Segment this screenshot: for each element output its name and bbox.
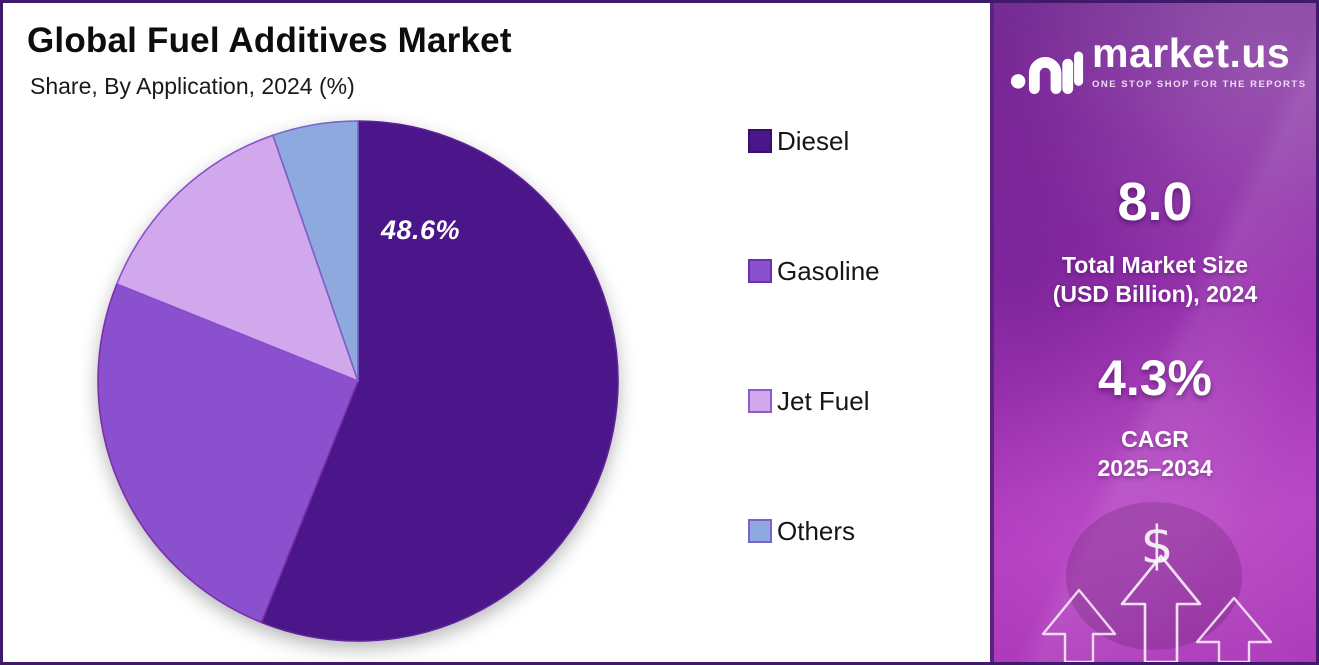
legend-label-others: Others bbox=[777, 516, 856, 546]
legend-swatch-gasoline bbox=[748, 259, 772, 283]
pie-slice-diesel bbox=[260, 120, 619, 642]
legend-item-jet-fuel: Jet Fuel bbox=[748, 388, 880, 414]
cagr-label-line1: CAGR bbox=[1121, 426, 1189, 452]
growth-arrows-icon: $ bbox=[1041, 502, 1273, 662]
legend-label-gasoline: Gasoline bbox=[777, 256, 880, 286]
legend-swatch-others bbox=[748, 519, 772, 543]
legend-label-diesel: Diesel bbox=[777, 126, 850, 156]
pie-chart bbox=[97, 120, 619, 642]
marketus-logo-icon bbox=[1010, 51, 1084, 94]
total-market-size-value: 8.0 bbox=[1117, 172, 1193, 232]
cagr-label-line2: 2025–2034 bbox=[1097, 454, 1213, 481]
pie-slice-gasoline bbox=[97, 283, 359, 624]
legend-label-jet-fuel: Jet Fuel bbox=[777, 386, 870, 416]
total-market-size-label-line1: Total Market Size bbox=[1061, 252, 1249, 278]
cagr-value: 4.3% bbox=[1098, 350, 1212, 406]
legend-item-gasoline: Gasoline bbox=[748, 258, 880, 284]
brand-logo: market.us ONE STOP SHOP FOR THE REPORTS bbox=[1010, 33, 1307, 99]
brand-text: market.us ONE STOP SHOP FOR THE REPORTS bbox=[1092, 30, 1307, 91]
pie-slice-others bbox=[272, 120, 359, 382]
brand-sidebar: market.us ONE STOP SHOP FOR THE REPORTS … bbox=[990, 3, 1316, 662]
legend-swatch-jet-fuel bbox=[748, 389, 772, 413]
brand-tagline: ONE STOP SHOP FOR THE REPORTS bbox=[1092, 79, 1307, 90]
legend-item-others: Others bbox=[748, 518, 880, 544]
brand-name: market.us bbox=[1092, 30, 1291, 76]
pie-data-label: 48.6% bbox=[381, 215, 461, 245]
total-market-size-label-line2: (USD Billion), 2024 bbox=[1052, 280, 1258, 307]
pie-slice-jet-fuel bbox=[116, 134, 359, 382]
legend: Diesel Gasoline Jet Fuel Others bbox=[748, 128, 880, 544]
page-title: Global Fuel Additives Market bbox=[27, 21, 512, 60]
page-subtitle: Share, By Application, 2024 (%) bbox=[30, 73, 355, 99]
legend-item-diesel: Diesel bbox=[748, 128, 880, 154]
legend-swatch-diesel bbox=[748, 129, 772, 153]
